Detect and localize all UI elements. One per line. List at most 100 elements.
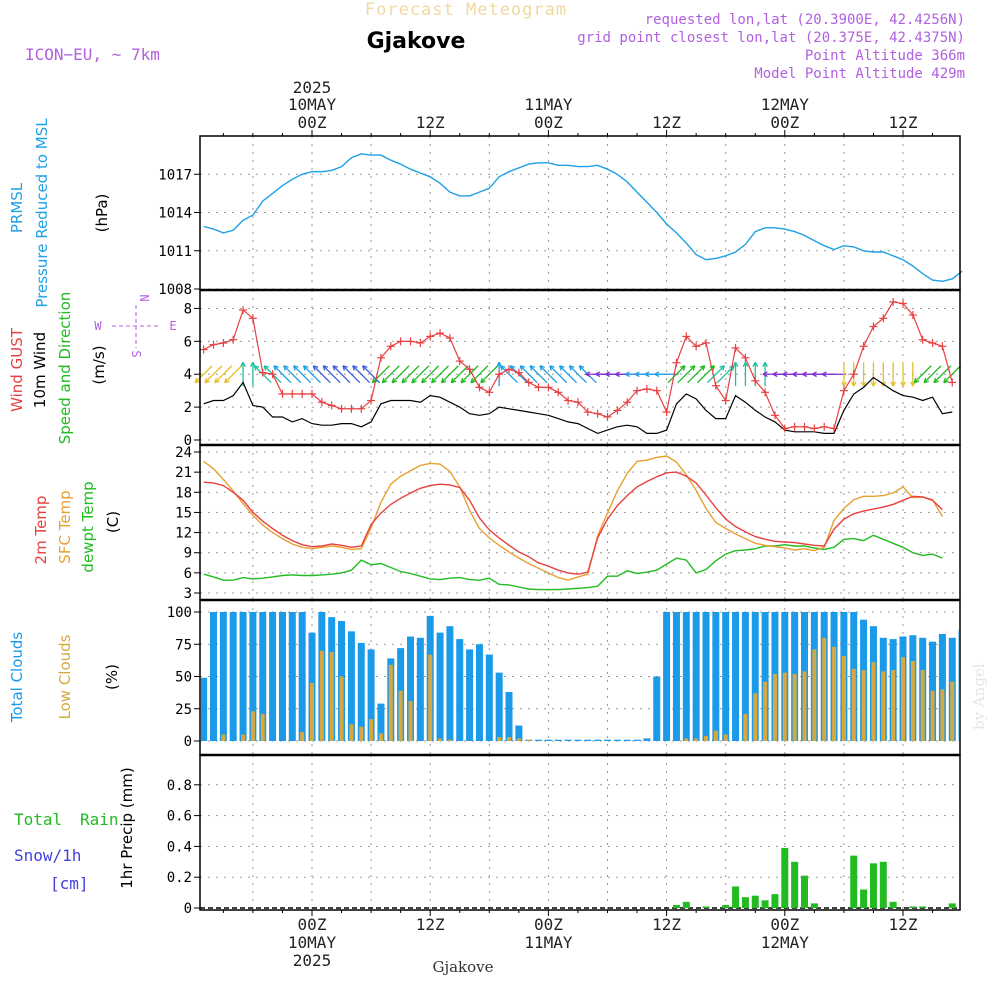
wind-barb — [913, 365, 932, 384]
sfc-temp-line — [203, 455, 944, 581]
ytick-label: 24 — [175, 445, 192, 461]
wind-barb-head — [654, 371, 660, 375]
wind-barb-head — [882, 381, 887, 387]
total-cloud-bar — [357, 642, 365, 741]
total-cloud-bar — [377, 703, 385, 741]
top-title: Forecast Meteogram — [365, 0, 567, 20]
ytick-label: 21 — [175, 465, 192, 481]
total-cloud-bar — [584, 739, 592, 741]
wind-barb-head — [702, 365, 706, 371]
total-cloud-bar — [239, 612, 247, 741]
wind-barb-head — [719, 365, 725, 368]
wind-barb — [431, 365, 449, 384]
pressure-label: PRMSL — [8, 182, 26, 233]
wind-barb-head — [214, 377, 218, 383]
total-cloud-bar — [485, 654, 493, 741]
wind-barb-head — [578, 365, 582, 371]
total-cloud-bar — [456, 639, 464, 741]
wind-barb-head — [634, 373, 640, 378]
wind-barb — [214, 365, 233, 384]
wind-barb-head — [752, 361, 756, 367]
wind-barb-head — [242, 361, 246, 367]
precip-bar — [810, 903, 818, 908]
low-cloud-bar — [349, 724, 354, 741]
top-time-label: 12Z — [652, 113, 681, 132]
wind-barb — [687, 365, 706, 384]
watermark: by Angel — [970, 663, 988, 730]
wind-barb-head — [510, 365, 516, 368]
precip-bar — [860, 889, 868, 908]
low-cloud-bar — [851, 668, 856, 741]
bottom-time-label: 2025 — [293, 951, 332, 970]
cloud-unit: (%) — [103, 664, 121, 690]
low-cloud-bar — [250, 711, 255, 741]
total-cloud-bar — [702, 612, 710, 741]
wind-barb-head — [900, 381, 904, 387]
wind-barb-head — [712, 365, 716, 371]
wind-barb — [470, 365, 489, 384]
total-cloud-bar — [613, 739, 621, 741]
precip-bar — [791, 861, 799, 908]
low-cloud-bar — [802, 671, 807, 741]
wind-barb-head — [263, 365, 270, 368]
wind-barb-head — [722, 365, 725, 371]
total-cloud-bar — [722, 612, 730, 741]
low-cloud-bar — [910, 661, 915, 741]
low-cloud-bar — [329, 651, 334, 741]
wind-barb-head — [421, 380, 427, 384]
total-cloud-bar — [210, 612, 217, 741]
total-cloud-bar — [564, 739, 572, 741]
total-cloud-bar — [761, 612, 769, 741]
wind-barb-head — [742, 361, 746, 367]
wind-barb — [460, 365, 479, 384]
low-cloud-bar — [516, 738, 521, 741]
pressure-label-long: Pressure Reduced to MSL — [33, 118, 51, 308]
precip-bar — [702, 906, 710, 908]
low-cloud-bar — [930, 690, 935, 741]
wind-barb-head — [634, 371, 640, 375]
bottom-time-label: 00Z — [770, 915, 799, 934]
wind-barb-head — [250, 361, 254, 367]
wind-barb — [194, 365, 213, 384]
wind-barb-head — [204, 380, 210, 384]
total-cloud-bar — [475, 644, 483, 741]
wind-barb — [450, 365, 469, 384]
wind-barb-head — [841, 381, 845, 387]
wind-barb-head — [549, 365, 552, 371]
wind-barb-head — [322, 365, 326, 371]
model-label: ICON−EU, ~ 7km — [25, 45, 160, 64]
bottom-time-label: 12Z — [416, 915, 445, 934]
total-cloud-bar — [682, 612, 690, 741]
total-cloud-bar — [643, 738, 651, 741]
wind-barb — [224, 365, 243, 384]
bottom-time-label: 00Z — [534, 915, 563, 934]
wind-barb-head — [802, 371, 808, 375]
dewpoint-line — [203, 534, 943, 591]
low-cloud-bar — [901, 657, 905, 741]
wind-barb-head — [843, 381, 847, 387]
low-cloud-bar — [891, 670, 896, 741]
precip-bar — [919, 906, 927, 908]
total-cloud-bar — [259, 612, 267, 741]
low-cloud-bar — [339, 676, 344, 741]
ytick-label: 9 — [184, 546, 192, 562]
wind-barb-head — [762, 373, 768, 378]
wind-barb-head — [539, 365, 543, 371]
top-time-label: 12MAY — [761, 95, 810, 114]
temp-2m-line — [203, 471, 943, 575]
low-cloud-bar — [822, 637, 827, 741]
wind-barb — [559, 365, 578, 384]
wind-barb-head — [480, 377, 483, 383]
wind-barb-head — [811, 373, 817, 378]
wind-barb-head — [782, 371, 788, 375]
low-cloud-bar — [359, 726, 364, 741]
total-cloud-bar — [229, 612, 237, 741]
total-cloud-bar — [544, 739, 552, 741]
top-time-label: 00Z — [298, 113, 327, 132]
wind-barb — [372, 365, 390, 384]
low-cloud-bar — [260, 713, 265, 741]
bottom-time-label: 11MAY — [524, 933, 573, 952]
pressure-unit: (hPa) — [93, 194, 111, 233]
wind-barb-head — [421, 377, 424, 383]
low-cloud-bar — [772, 673, 777, 741]
